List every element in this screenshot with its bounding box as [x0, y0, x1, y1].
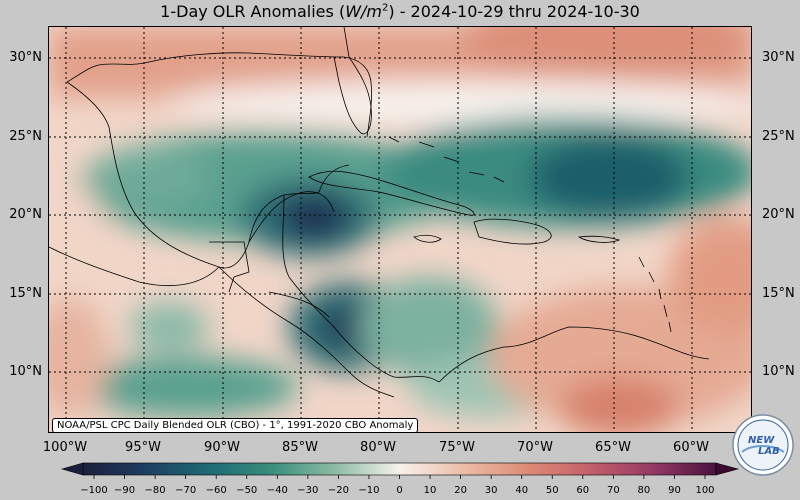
lat-label-15n-left: 15°N — [9, 286, 42, 301]
psl-logo: NEW LAB — [732, 414, 794, 476]
lat-label-15n-right: 15°N — [762, 286, 795, 301]
olr-anomaly-map — [48, 26, 752, 433]
colorbar-tick-label: −50 — [236, 485, 257, 496]
colorbar-tick-label: −30 — [297, 485, 318, 496]
anomaly-field — [49, 27, 751, 432]
colorbar-tick-label: −20 — [328, 485, 349, 496]
colorbar-tick-label: 90 — [668, 485, 681, 496]
colorbar-tick-label: 60 — [576, 485, 589, 496]
lon-label-85w: 85°W — [282, 440, 318, 455]
lat-label-25n-right: 25°N — [762, 129, 795, 144]
lon-label-95w: 95°W — [125, 440, 161, 455]
colorbar-tick-label: 40 — [515, 485, 528, 496]
lat-label-25n-left: 25°N — [9, 129, 42, 144]
lon-label-70w: 70°W — [517, 440, 553, 455]
colorbar-ticks: −100 −90 −80 −70 −60 −50 −40 −30 −20 −10 0 10 20 30 40… — [80, 475, 715, 496]
colorbar-tick-label: −60 — [206, 485, 227, 496]
colorbar-tick-label: 100 — [695, 485, 714, 496]
map-canvas — [49, 27, 751, 432]
colorbar-tick-label: 10 — [424, 485, 437, 496]
lon-label-80w: 80°W — [360, 440, 396, 455]
colorbar-tick-label: 30 — [485, 485, 498, 496]
map-title: 1-Day OLR Anomalies (W/m2) - 2024-10-29 … — [160, 2, 640, 21]
lat-label-20n-left: 20°N — [9, 207, 42, 222]
lon-label-75w: 75°W — [439, 440, 475, 455]
colorbar-tick-label: −40 — [267, 485, 288, 496]
lat-label-10n-left: 10°N — [9, 364, 42, 379]
logo-text-bottom: LAB — [758, 446, 780, 457]
lon-label-100w: 100°W — [42, 440, 88, 455]
colorbar-tick-label: −70 — [175, 485, 196, 496]
lon-label-65w: 65°W — [595, 440, 631, 455]
colorbar-ramp — [82, 462, 717, 476]
gridlines — [49, 27, 751, 432]
colorbar: −100 −90 −80 −70 −60 −50 −40 −30 −20 −10 0 10 20 30 40… — [60, 462, 740, 496]
lat-label-10n-right: 10°N — [762, 364, 795, 379]
lon-label-60w: 60°W — [673, 440, 709, 455]
colorbar-tick-label: 80 — [638, 485, 651, 496]
coastlines — [49, 27, 710, 398]
colorbar-tick-label: 70 — [607, 485, 620, 496]
lon-label-90w: 90°W — [204, 440, 240, 455]
lat-label-30n-left: 30°N — [9, 50, 42, 65]
colorbar-tick-label: −100 — [80, 485, 107, 496]
colorbar-tick-label: −90 — [114, 485, 135, 496]
colorbar-tick-label: −80 — [145, 485, 166, 496]
colorbar-tick-label: 20 — [454, 485, 467, 496]
lat-label-20n-right: 20°N — [762, 207, 795, 222]
logo-text-top: NEW — [748, 435, 775, 446]
colorbar-min-extend — [60, 462, 84, 476]
lat-label-30n-right: 30°N — [762, 50, 795, 65]
colorbar-tick-label: 50 — [546, 485, 559, 496]
data-credit-box: NOAA/PSL CPC Daily Blended OLR (CBO) - 1… — [52, 418, 419, 433]
colorbar-tick-label: −10 — [358, 485, 379, 496]
colorbar-tick-label: 0 — [396, 485, 402, 496]
colorbar-max-extend — [715, 462, 740, 476]
